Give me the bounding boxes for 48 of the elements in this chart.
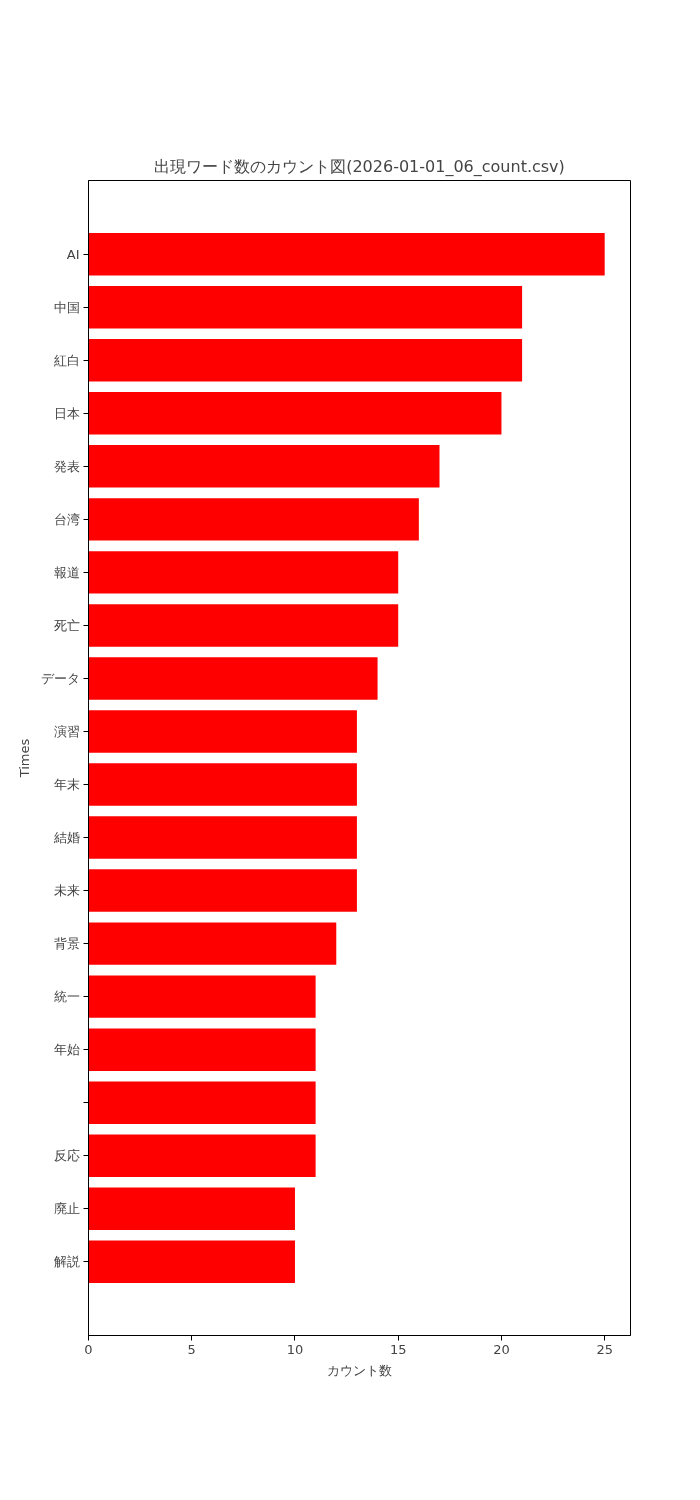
- chart-title: 出現ワード数のカウント図(2026-01-01_06_count.csv): [154, 156, 565, 177]
- y-tick-label: 死亡: [53, 617, 80, 633]
- bar: [88, 286, 523, 329]
- y-tick-label: 未来: [53, 883, 80, 899]
- y-tick-label: 廃止: [53, 1201, 80, 1217]
- x-tick-label: 10: [286, 1341, 304, 1357]
- y-tick-label: 演習: [53, 723, 80, 739]
- bar: [88, 1028, 316, 1071]
- y-axis-title: Times: [16, 738, 32, 779]
- bar: [88, 710, 357, 753]
- bar: [88, 975, 316, 1018]
- bar: [88, 604, 399, 647]
- bar: [88, 233, 605, 276]
- y-tick-label: 中国: [53, 299, 80, 315]
- bar: [88, 763, 357, 806]
- y-tick-label: 解説: [53, 1254, 80, 1270]
- y-tick-label: データ: [40, 670, 80, 686]
- y-tick-label: 反応: [53, 1148, 80, 1164]
- y-tick-label: AI: [66, 246, 80, 262]
- x-tick-label: 20: [493, 1341, 510, 1357]
- x-axis-title: カウント数: [327, 1362, 392, 1378]
- bar: [88, 392, 502, 435]
- y-tick-label: 台湾: [53, 511, 80, 527]
- y-tick-label: 統一: [53, 989, 80, 1005]
- y-tick-label: 背景: [53, 936, 80, 952]
- y-tick-label: 発表: [53, 458, 80, 474]
- y-tick-label: 日本: [53, 405, 80, 421]
- x-tick-label: 25: [596, 1341, 613, 1357]
- bar: [88, 1081, 316, 1124]
- x-tick-label: 15: [389, 1341, 407, 1357]
- y-tick-label: 年末: [53, 777, 80, 793]
- bar: [88, 1134, 316, 1177]
- bar: [88, 445, 440, 488]
- bar: [88, 498, 419, 541]
- y-tick-label: 報道: [53, 564, 80, 580]
- x-tick-label: 5: [187, 1341, 196, 1357]
- bar: [88, 816, 357, 859]
- x-tick-label: 0: [84, 1341, 93, 1357]
- bar: [88, 869, 357, 912]
- bar: [88, 339, 523, 382]
- bar: [88, 922, 337, 965]
- bar: [88, 1240, 295, 1283]
- bar: [88, 1187, 295, 1230]
- bar: [88, 657, 378, 700]
- y-tick-label: 結婚: [52, 830, 80, 846]
- bar: [88, 551, 399, 594]
- y-tick-label: 年始: [53, 1042, 80, 1058]
- y-tick-label: 紅白: [53, 352, 80, 368]
